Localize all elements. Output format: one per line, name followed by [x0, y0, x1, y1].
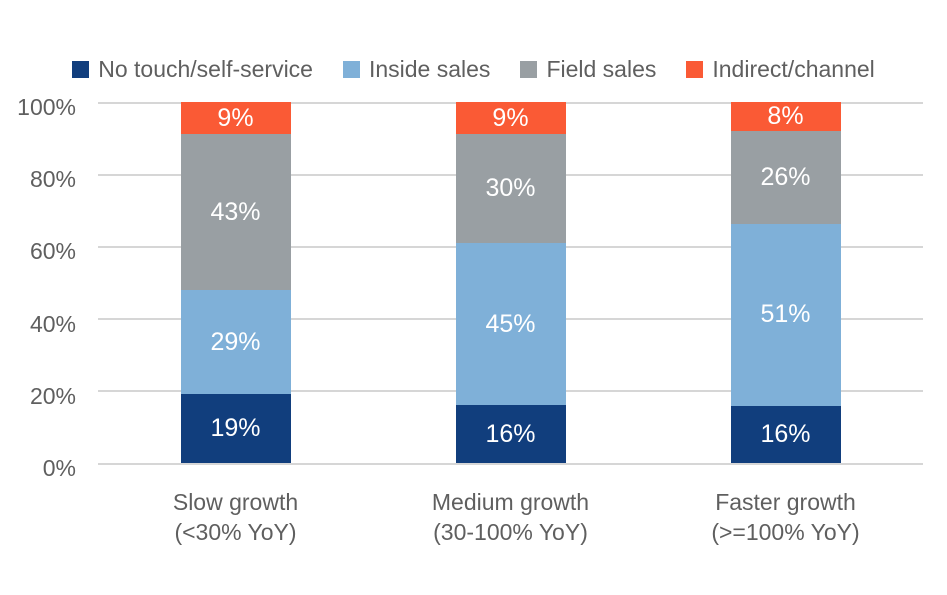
- chart-legend: No touch/self-service Inside sales Field s…: [0, 56, 947, 83]
- bar-segment-label: 16%: [760, 419, 811, 448]
- legend-item: Field sales: [520, 56, 656, 83]
- bar-segment: 9%: [455, 102, 566, 135]
- bar-segment-label: 30%: [485, 174, 536, 203]
- x-axis-label-line1: Medium growth: [431, 489, 590, 515]
- bar-segment-label: 51%: [760, 300, 811, 329]
- bar-segment: 8%: [730, 102, 841, 131]
- y-axis-tick-label: 20%: [29, 382, 76, 409]
- bar-segment: 43%: [180, 134, 291, 290]
- x-axis-category-label: Medium growth (30-100% YoY): [371, 487, 651, 547]
- y-axis-tick-label: 80%: [29, 166, 76, 193]
- bar-segment: 26%: [730, 130, 841, 224]
- y-axis-tick-label: 100%: [17, 94, 76, 120]
- bar-segment-label: 9%: [217, 103, 254, 132]
- x-axis-label-line1: Slow growth: [172, 489, 299, 515]
- bar-segment: 9%: [180, 102, 291, 135]
- y-axis-tick-label: 0%: [42, 455, 76, 481]
- bar-segment-label: 29%: [210, 327, 261, 356]
- bar-segment: 45%: [455, 242, 566, 406]
- legend-item: Indirect/channel: [686, 56, 875, 83]
- bar-segment-label: 8%: [767, 102, 804, 130]
- legend-swatch-3: [520, 61, 538, 78]
- bar-segment-label: 16%: [485, 419, 536, 448]
- x-axis-category-label: Faster growth (>=100% YoY): [646, 487, 926, 547]
- legend-swatch-1: [72, 61, 90, 78]
- y-axis-tick-label: 60%: [29, 238, 76, 265]
- x-axis-label-line2: (30-100% YoY): [433, 519, 588, 545]
- bar-segment-label: 19%: [210, 414, 261, 443]
- legend-swatch-4: [686, 61, 704, 78]
- x-axis-label-line2: (>=100% YoY): [711, 519, 860, 545]
- legend-label: Inside sales: [368, 56, 491, 82]
- legend-label: Indirect/channel: [712, 56, 875, 82]
- bar-segment: 16%: [730, 405, 841, 463]
- bar-segment-label: 43%: [210, 197, 261, 226]
- gridline: [98, 462, 923, 465]
- bar-segment: 29%: [180, 289, 291, 395]
- bar-segment-label: 45%: [485, 309, 536, 338]
- legend-swatch-2: [342, 61, 360, 78]
- bar-segment: 30%: [455, 134, 566, 243]
- bar-segment-label: 26%: [760, 162, 811, 191]
- bar-column: 8% 26% 51% 16%: [730, 102, 841, 463]
- bar-segment-label: 9%: [492, 103, 529, 132]
- legend-item: Inside sales: [342, 56, 491, 83]
- bar-column: 9% 30% 45% 16%: [455, 102, 566, 463]
- bar-segment: 19%: [180, 394, 291, 463]
- legend-label: Field sales: [546, 56, 657, 82]
- legend-label: No touch/self-service: [98, 56, 313, 82]
- legend-item: No touch/self-service: [72, 56, 313, 83]
- bar-segment: 16%: [455, 405, 566, 463]
- bar-segment: 51%: [730, 223, 841, 406]
- bar-column: 9% 43% 29% 19%: [180, 102, 291, 463]
- x-axis-label-line1: Faster growth: [715, 489, 856, 515]
- y-axis-tick-label: 40%: [29, 310, 76, 337]
- x-axis-label-line2: (<30% YoY): [174, 519, 297, 545]
- x-axis-category-label: Slow growth (<30% YoY): [96, 487, 376, 547]
